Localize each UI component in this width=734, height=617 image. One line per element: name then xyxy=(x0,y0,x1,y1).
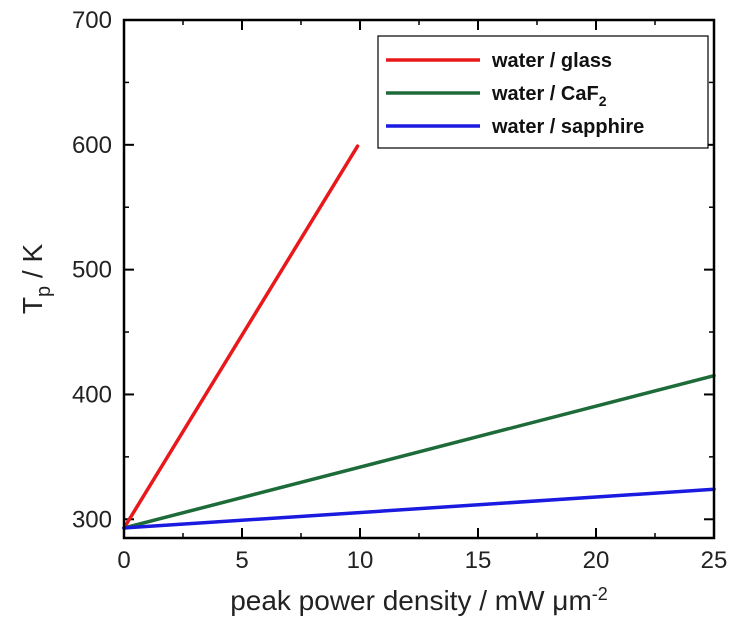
series-line-0 xyxy=(122,144,360,530)
x-tick-label: 20 xyxy=(583,547,610,574)
y-tick-label: 400 xyxy=(72,381,112,408)
series-line-1 xyxy=(122,373,716,530)
x-tick-label: 25 xyxy=(701,547,728,574)
y-axis-label-subscript: p xyxy=(33,286,55,297)
y-axis-label: Tp / K xyxy=(17,244,55,315)
legend-label-text: water / CaF xyxy=(491,83,599,105)
y-tick-label: 300 xyxy=(72,506,112,533)
y-axis-label-text: T xyxy=(17,297,48,314)
legend-label-text: water / glass xyxy=(491,50,612,72)
x-tick-label: 10 xyxy=(347,547,374,574)
x-axis-label: peak power density / mW μm-2 xyxy=(230,584,608,616)
legend-label-2: water / sapphire xyxy=(491,116,644,138)
x-axis-label-text: peak power density / mW μm xyxy=(230,585,592,616)
y-tick-label: 600 xyxy=(72,132,112,159)
y-tick-label: 700 xyxy=(72,7,112,34)
x-tick-label: 15 xyxy=(465,547,492,574)
legend-label-1: water / CaF2 xyxy=(491,83,607,109)
legend: water / glass water / CaF2 water / sapphir… xyxy=(377,35,709,149)
series-group xyxy=(122,144,716,530)
plot-frame xyxy=(122,18,716,540)
series-line-2 xyxy=(122,487,716,530)
x-tick-label: 0 xyxy=(117,547,130,574)
y-axis-label-unit: / K xyxy=(17,244,48,286)
legend-label-0: water / glass xyxy=(491,50,612,72)
x-tick-label: 5 xyxy=(235,547,248,574)
y-tick-label: 500 xyxy=(72,257,112,284)
x-ticks: 0 5 10 15 20 25 xyxy=(117,20,727,574)
x-axis-label-superscript: -2 xyxy=(592,584,608,604)
legend-label-text: water / sapphire xyxy=(491,116,644,138)
legend-label-subscript: 2 xyxy=(599,93,607,109)
y-ticks: 300 400 500 600 700 xyxy=(72,7,714,533)
